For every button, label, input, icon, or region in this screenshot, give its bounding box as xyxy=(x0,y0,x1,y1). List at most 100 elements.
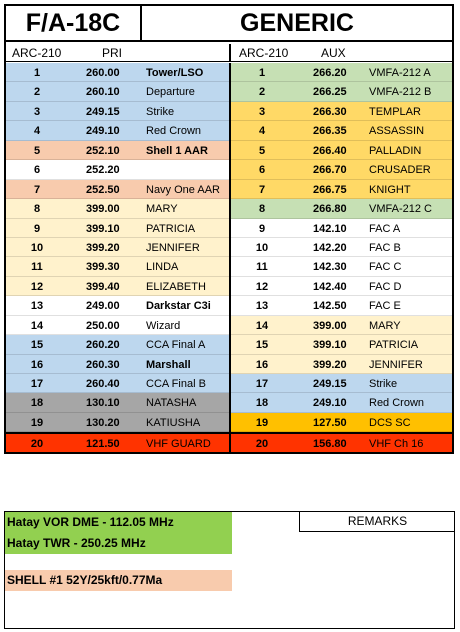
pri-channel-list: 1 260.00 Tower/LSO 2 260.10 Departure 3 249.15 S… xyxy=(6,63,231,452)
aux-channel-row: 6 266.70 CRUSADER xyxy=(231,160,452,180)
aux-channel-row: 4 266.35 ASSASSIN xyxy=(231,121,452,141)
pri-channel-row: 2 260.10 Departure xyxy=(6,82,229,102)
channel-frequency: 142.10 xyxy=(313,222,347,235)
pri-channel-row: 6 252.20 xyxy=(6,160,229,180)
channel-name: CCA Final A xyxy=(146,339,206,352)
aux-channel-row: 1 266.20 VMFA-212 A xyxy=(231,63,452,83)
pri-channel-row: 14 250.00 Wizard xyxy=(6,315,229,336)
channel-name: ASSASSIN xyxy=(369,125,425,138)
pri-channel-row: 8 399.00 MARY xyxy=(6,199,229,219)
channel-number: 2 xyxy=(258,86,266,99)
aux-header: ARC-210 AUX xyxy=(231,44,452,62)
channel-number: 19 xyxy=(255,416,269,429)
channel-frequency: 266.70 xyxy=(313,164,347,177)
channel-name: Darkstar C3i xyxy=(146,300,211,313)
channel-frequency: 252.50 xyxy=(86,183,120,196)
aux-channel-row: 14 399.00 MARY xyxy=(231,315,452,336)
channel-frequency: 130.20 xyxy=(86,416,120,429)
channel-name: Wizard xyxy=(146,319,181,332)
channel-name: KATIUSHA xyxy=(146,416,201,429)
channel-name: VMFA-212 B xyxy=(369,86,432,99)
aux-radio-label: ARC-210 xyxy=(239,46,289,60)
pri-header: ARC-210 PRI xyxy=(6,44,231,62)
channel-name: VMFA-212 C xyxy=(369,203,432,216)
channel-name: NATASHA xyxy=(146,397,197,410)
aux-channel-row: 18 249.10 Red Crown xyxy=(231,393,452,413)
channel-number: 17 xyxy=(255,378,269,390)
channel-frequency: 260.20 xyxy=(86,339,120,352)
comm-card: F/A-18C GENERIC ARC-210 PRI ARC-210 AUX … xyxy=(4,4,454,454)
channel-frequency: 260.40 xyxy=(86,378,120,390)
channel-name: JENNIFER xyxy=(369,358,423,371)
channel-frequency: 249.15 xyxy=(313,378,347,390)
channel-name: FAC D xyxy=(369,280,402,293)
pri-channel-row: 19 130.20 KATIUSHA xyxy=(6,412,229,433)
channel-number: 9 xyxy=(33,222,41,235)
aux-channel-row: 20 156.80 VHF Ch 16 xyxy=(231,432,452,452)
channel-frequency: 266.25 xyxy=(313,86,347,99)
channel-number: 1 xyxy=(258,67,266,79)
channel-number: 4 xyxy=(258,125,266,138)
channel-number: 15 xyxy=(255,339,269,352)
channel-frequency: 249.10 xyxy=(313,397,347,410)
aux-channel-row: 11 142.30 FAC C xyxy=(231,257,452,277)
pri-channel-row: 4 249.10 Red Crown xyxy=(6,121,229,141)
pri-channel-row: 1 260.00 Tower/LSO xyxy=(6,63,229,83)
channel-frequency: 266.35 xyxy=(313,125,347,138)
channel-number: 20 xyxy=(30,438,44,451)
channel-name: Red Crown xyxy=(369,397,425,410)
channel-number: 9 xyxy=(258,222,266,235)
pri-channel-row: 3 249.15 Strike xyxy=(6,101,229,122)
channel-name: MARY xyxy=(146,203,178,216)
remarks-label: REMARKS xyxy=(299,512,455,532)
channel-frequency: 399.10 xyxy=(313,339,347,352)
channel-number: 1 xyxy=(33,67,41,79)
note-shell-tanker: SHELL #1 52Y/25kft/0.77Ma xyxy=(5,570,232,591)
channel-number: 17 xyxy=(30,378,44,390)
channel-frequency: 399.00 xyxy=(86,203,120,216)
channel-number: 13 xyxy=(255,300,269,313)
pri-channel-row: 13 249.00 Darkstar C3i xyxy=(6,296,229,316)
aux-channel-row: 19 127.50 DCS SC xyxy=(231,412,452,433)
channel-frequency: 250.00 xyxy=(86,319,120,332)
channel-number: 16 xyxy=(30,358,44,371)
channel-frequency: 266.30 xyxy=(313,105,347,118)
channel-name: KNIGHT xyxy=(369,183,411,196)
channel-name: FAC B xyxy=(369,241,401,254)
pri-channel-row: 11 399.30 LINDA xyxy=(6,257,229,277)
channel-number: 18 xyxy=(30,397,44,410)
channel-frequency: 130.10 xyxy=(86,397,120,410)
channel-number: 12 xyxy=(255,280,269,293)
channel-number: 6 xyxy=(258,164,266,177)
channel-name: MARY xyxy=(369,319,401,332)
pri-channel-row: 12 399.40 ELIZABETH xyxy=(6,276,229,297)
channel-frequency: 399.10 xyxy=(86,222,120,235)
channel-name: Red Crown xyxy=(146,125,202,138)
pri-channel-row: 18 130.10 NATASHA xyxy=(6,393,229,413)
channel-number: 3 xyxy=(258,105,266,118)
channel-frequency: 121.50 xyxy=(86,438,120,451)
channel-frequency: 249.10 xyxy=(86,125,120,138)
aux-channel-row: 9 142.10 FAC A xyxy=(231,218,452,238)
channel-frequency: 142.20 xyxy=(313,241,347,254)
channel-number: 4 xyxy=(33,125,41,138)
pri-channel-row: 9 399.10 PATRICIA xyxy=(6,218,229,238)
channel-frequency: 142.30 xyxy=(313,261,347,274)
pri-channel-row: 10 399.20 JENNIFER xyxy=(6,237,229,258)
channel-frequency: 260.00 xyxy=(86,67,120,79)
channel-number: 8 xyxy=(258,203,266,216)
channel-frequency: 252.20 xyxy=(86,164,120,177)
channel-name: ELIZABETH xyxy=(146,280,206,293)
channel-name: FAC E xyxy=(369,300,401,313)
pri-radio-label: ARC-210 xyxy=(12,46,62,60)
pri-channel-row: 15 260.20 CCA Final A xyxy=(6,335,229,355)
pri-channel-row: 7 252.50 Navy One AAR xyxy=(6,179,229,200)
channel-frequency: 266.20 xyxy=(313,67,347,79)
channel-name: PATRICIA xyxy=(369,339,419,352)
channel-frequency: 249.15 xyxy=(86,105,120,118)
channel-number: 10 xyxy=(255,241,269,254)
channel-name: Navy One AAR xyxy=(146,183,220,196)
aux-channel-row: 17 249.15 Strike xyxy=(231,374,452,394)
channel-number: 11 xyxy=(256,261,268,274)
channel-number: 8 xyxy=(33,203,41,216)
